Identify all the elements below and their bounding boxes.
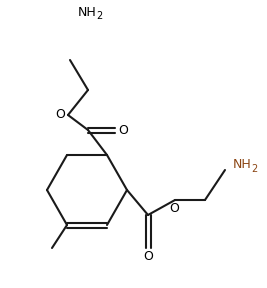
Text: O: O <box>169 202 179 215</box>
Text: O: O <box>118 124 128 137</box>
Text: NH: NH <box>78 5 96 18</box>
Text: 2: 2 <box>251 164 257 174</box>
Text: O: O <box>143 249 153 262</box>
Text: NH: NH <box>233 158 251 171</box>
Text: 2: 2 <box>96 11 102 21</box>
Text: O: O <box>55 109 65 122</box>
